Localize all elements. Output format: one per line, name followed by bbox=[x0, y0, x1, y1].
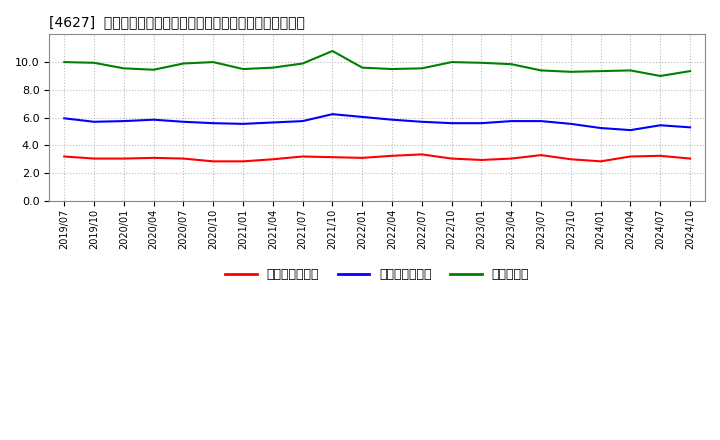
Legend: 売上債権回転率, 買入債務回転率, 在庫回転率: 売上債権回転率, 買入債務回転率, 在庫回転率 bbox=[220, 263, 534, 286]
Text: [4627]  売上債権回転率、買入債務回転率、在庫回転率の推移: [4627] 売上債権回転率、買入債務回転率、在庫回転率の推移 bbox=[50, 15, 305, 29]
